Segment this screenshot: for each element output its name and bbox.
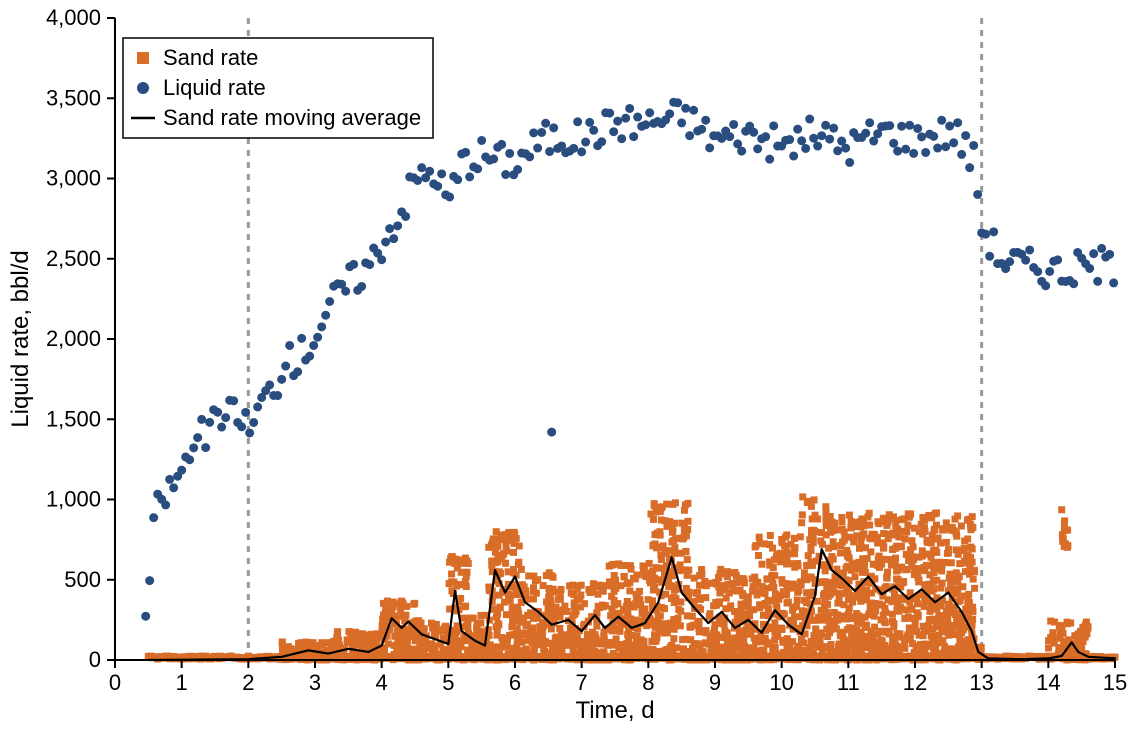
x-tick-label: 2 [242, 670, 254, 695]
chart-svg: 012345678910111213141505001,0001,5002,00… [0, 0, 1140, 742]
legend-label: Sand rate [163, 45, 258, 70]
x-axis-label: Time, d [575, 697, 654, 724]
y-tick-label: 2,000 [46, 326, 101, 351]
x-tick-label: 8 [642, 670, 654, 695]
y-tick-label: 3,500 [46, 85, 101, 110]
x-tick-label: 13 [969, 670, 993, 695]
x-tick-label: 9 [709, 670, 721, 695]
x-tick-label: 5 [442, 670, 454, 695]
legend-label: Liquid rate [163, 75, 266, 100]
y-tick-label: 2,500 [46, 246, 101, 271]
x-tick-label: 6 [509, 670, 521, 695]
x-tick-label: 3 [309, 670, 321, 695]
x-tick-label: 14 [1036, 670, 1060, 695]
liquid-sand-rate-chart: 012345678910111213141505001,0001,5002,00… [0, 0, 1140, 742]
x-tick-label: 7 [576, 670, 588, 695]
x-tick-label: 4 [376, 670, 388, 695]
y-tick-label: 500 [64, 567, 101, 592]
legend-marker-circle [137, 82, 149, 94]
y-tick-label: 4,000 [46, 5, 101, 30]
legend-marker-square [137, 52, 149, 64]
y-tick-label: 1,500 [46, 406, 101, 431]
x-tick-label: 1 [176, 670, 188, 695]
y-tick-label: 3,000 [46, 166, 101, 191]
x-tick-label: 11 [837, 670, 860, 695]
y-axis-label: Liquid rate, bbl/d [7, 250, 34, 427]
x-tick-label: 12 [903, 670, 927, 695]
y-tick-label: 1,000 [46, 487, 101, 512]
x-tick-label: 15 [1103, 670, 1127, 695]
legend-label: Sand rate moving average [163, 105, 421, 130]
x-tick-label: 10 [769, 670, 793, 695]
y-tick-label: 0 [89, 647, 101, 672]
x-tick-label: 0 [109, 670, 121, 695]
